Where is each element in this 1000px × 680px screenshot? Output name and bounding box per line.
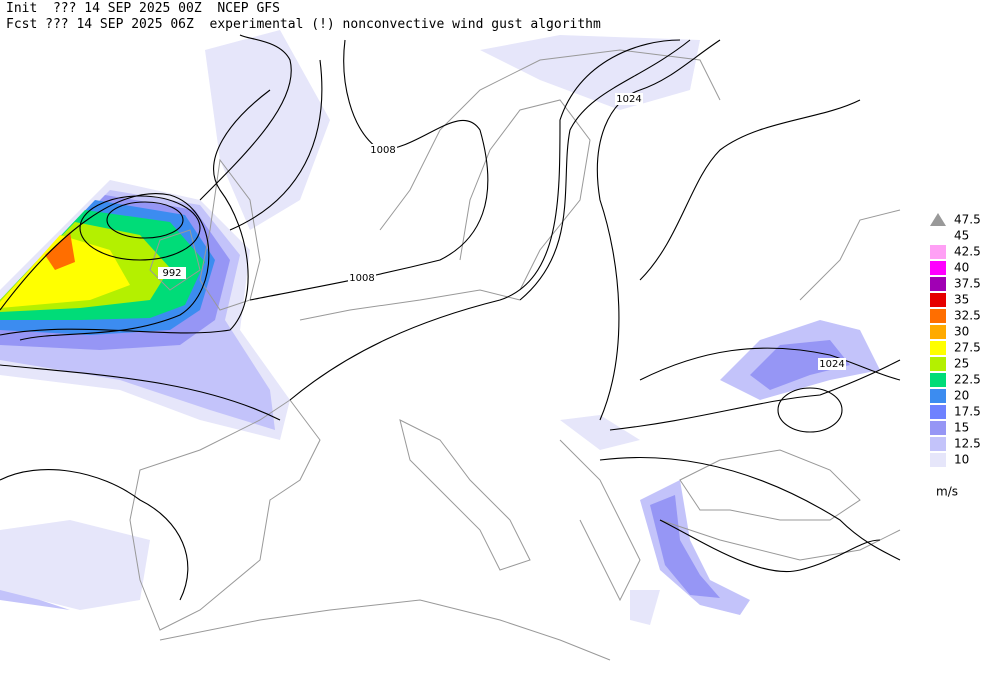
legend-label: 37.5	[954, 277, 981, 291]
color-legend: 47.5 45 42.5 40 37.5 35 32.5 30 27.5 25 22.5 20 17.5…	[930, 213, 981, 499]
isobar	[0, 193, 210, 341]
isobar	[609, 359, 901, 431]
isobar	[519, 39, 691, 301]
coastline	[659, 519, 901, 561]
isobar	[0, 89, 271, 336]
legend-label: 20	[954, 389, 969, 403]
isobar	[639, 99, 861, 281]
legend-label: 17.5	[954, 405, 981, 419]
isobar	[106, 201, 184, 239]
coastline	[159, 599, 611, 661]
isobar	[0, 364, 281, 421]
legend-swatch	[930, 341, 946, 355]
isobar-label-bg	[615, 93, 643, 105]
wind-area	[630, 590, 660, 625]
legend-swatch	[930, 405, 946, 419]
legend-unit: m/s	[936, 485, 958, 499]
header-line: Fcst ??? 14 SEP 2025 06Z experimental (!…	[6, 17, 601, 32]
coastline	[129, 399, 321, 631]
wind-area	[480, 35, 700, 110]
coastline	[199, 158, 261, 311]
isobar	[199, 34, 292, 201]
legend-label: 45	[954, 229, 969, 243]
isobar	[0, 469, 189, 601]
isobar	[79, 195, 201, 261]
coastline	[459, 99, 591, 291]
legend-swatch	[930, 309, 946, 323]
legend-swatch	[930, 325, 946, 339]
legend-label: 42.5	[954, 245, 981, 259]
wind-area	[205, 30, 330, 230]
legend-label: 22.5	[954, 373, 981, 387]
legend-label: 40	[954, 261, 969, 275]
coastlines	[129, 49, 901, 661]
legend-label: 32.5	[954, 309, 981, 323]
coastline	[299, 289, 521, 321]
coastline	[379, 49, 721, 231]
legend-swatch	[930, 389, 946, 403]
isobar-label: 1024	[819, 359, 844, 370]
coastline	[149, 229, 201, 291]
legend-label: 35	[954, 293, 969, 307]
legend-swatch	[930, 421, 946, 435]
isobar-label: 1008	[370, 145, 395, 156]
legend-swatch	[930, 453, 946, 467]
wind-area	[45, 232, 75, 270]
isobar-label: 1024	[616, 94, 641, 105]
isobar	[659, 519, 881, 573]
isobar-label: 992	[162, 268, 181, 279]
coastline	[399, 419, 531, 571]
legend-label: 25	[954, 357, 969, 371]
legend-swatch	[930, 373, 946, 387]
coastline	[679, 449, 861, 521]
isobar-label: 1008	[349, 273, 374, 284]
isobar-label-bg	[158, 267, 186, 279]
wind-area	[650, 495, 720, 598]
isobar-label-bg	[369, 144, 397, 156]
isobar-label-bg	[348, 272, 376, 284]
coastline	[799, 209, 901, 301]
legend-label: 10	[954, 453, 969, 467]
legend-swatch	[930, 357, 946, 371]
wind-area	[0, 235, 130, 308]
coastline	[559, 439, 641, 602]
wind-area	[0, 520, 150, 610]
legend-label: 30	[954, 325, 969, 339]
legend-label: 12.5	[954, 437, 981, 451]
legend-swatch	[930, 437, 946, 451]
legend-swatch	[930, 293, 946, 307]
wind-area	[560, 415, 640, 450]
legend-label: 47.5	[954, 213, 981, 227]
legend-swatch	[930, 245, 946, 259]
isobar-label-bg	[818, 358, 846, 370]
legend-label: 27.5	[954, 341, 981, 355]
isobar	[229, 59, 323, 231]
isobar-labels: 1008 1008 992 1024 1024	[158, 93, 846, 370]
isobar	[596, 39, 721, 421]
legend-triangle	[930, 213, 946, 226]
legend-swatch	[930, 261, 946, 275]
wind-area	[750, 340, 850, 390]
legend-swatch	[930, 277, 946, 291]
isobar	[289, 39, 681, 401]
isobars	[0, 34, 901, 601]
header-line: Init ??? 14 SEP 2025 00Z NCEP GFS	[6, 1, 280, 16]
isobar	[599, 456, 901, 561]
legend-label: 15	[954, 421, 969, 435]
isobar	[777, 387, 843, 433]
